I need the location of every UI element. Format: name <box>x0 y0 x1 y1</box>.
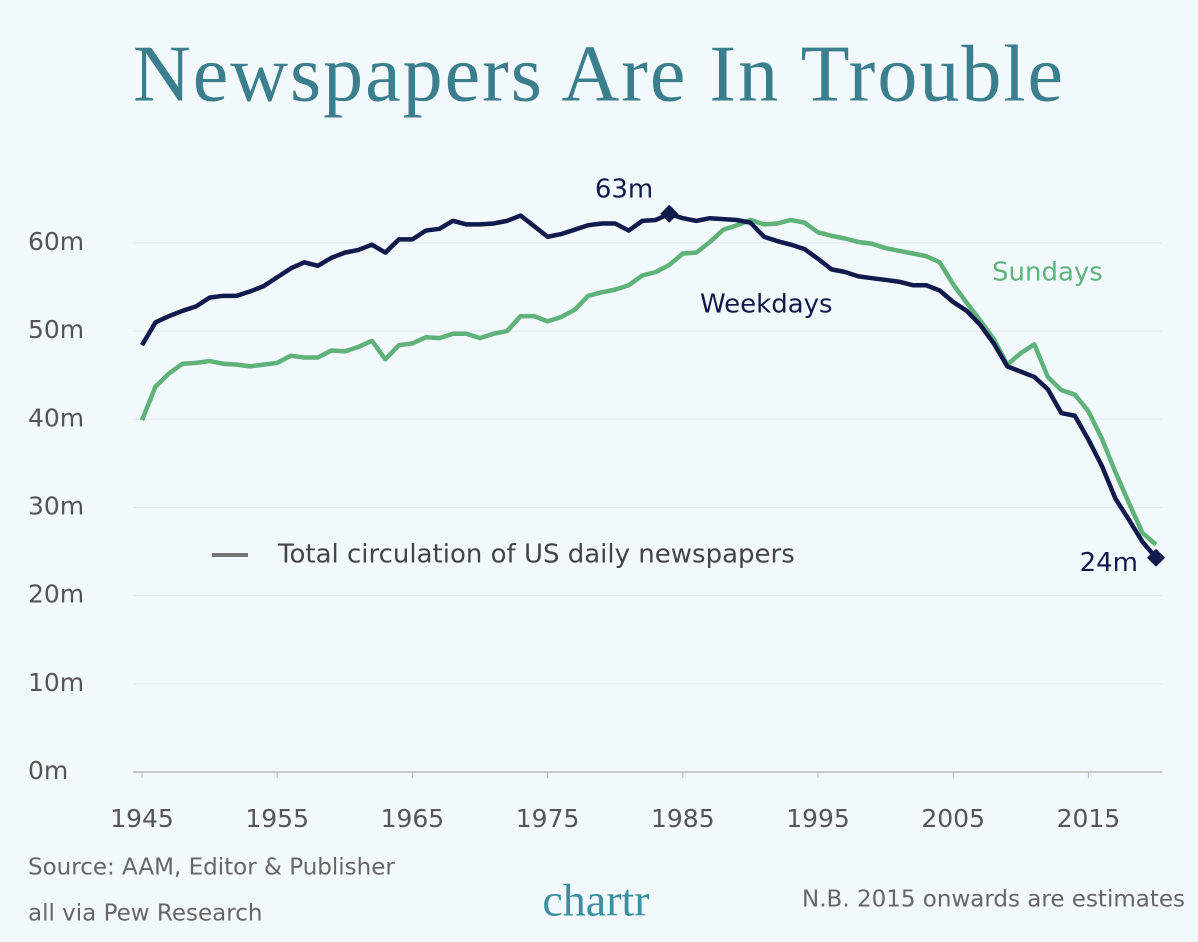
source: all via Pew Research <box>28 901 262 927</box>
chart-title: Newspapers Are In Trouble <box>133 30 1065 118</box>
x-tick-label: 2015 <box>1057 804 1121 833</box>
y-tick-label: 10m <box>28 668 84 697</box>
series-label: Sundays <box>992 258 1103 288</box>
y-tick-label: 0m <box>28 756 68 785</box>
legend-note: Total circulation of US daily newspapers <box>277 540 795 570</box>
series-label: Weekdays <box>700 290 833 320</box>
x-tick-label: 1985 <box>651 804 715 833</box>
annotation-marker <box>660 204 679 223</box>
series-line <box>139 217 1158 547</box>
annotation-label: 63m <box>595 174 653 204</box>
x-tick-label: 1945 <box>110 804 174 833</box>
x-tick-label: 1995 <box>786 804 850 833</box>
y-tick-label: 60m <box>28 227 84 256</box>
y-tick-label: 50m <box>28 315 84 344</box>
logo: chartr <box>542 875 649 926</box>
y-tick-label: 20m <box>28 580 84 609</box>
x-tick-label: 1975 <box>516 804 580 833</box>
x-tick-label: 1965 <box>381 804 445 833</box>
series-line <box>140 211 1158 560</box>
note: N.B. 2015 onwards are estimates <box>802 887 1185 913</box>
source: Source: AAM, Editor & Publisher <box>28 855 395 881</box>
y-tick-label: 30m <box>28 491 84 520</box>
annotation-marker <box>1147 548 1165 567</box>
y-tick-label: 40m <box>28 403 84 432</box>
annotation-label: 24m <box>1080 548 1138 578</box>
x-tick-label: 1955 <box>245 804 309 833</box>
x-tick-label: 2005 <box>921 804 985 833</box>
